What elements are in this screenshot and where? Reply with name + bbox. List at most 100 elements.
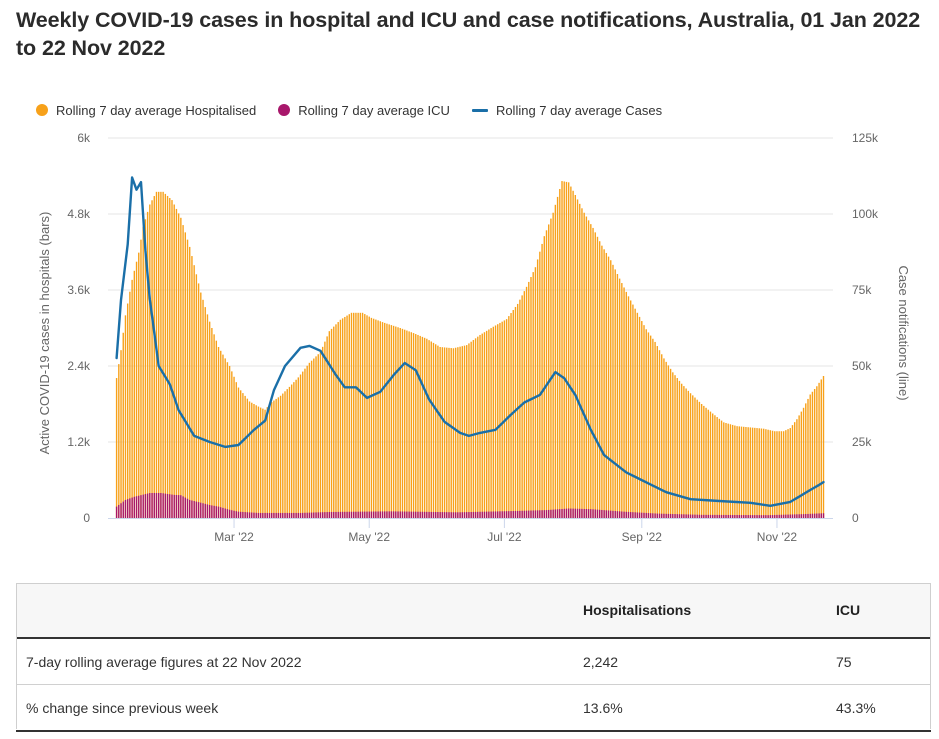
hospitalised-bar[interactable] [295, 379, 297, 518]
hospitalised-bar[interactable] [208, 321, 211, 518]
icu-bar[interactable] [357, 511, 359, 518]
icu-bar[interactable] [337, 511, 339, 518]
hospitalised-bar[interactable] [680, 383, 683, 518]
icu-bar[interactable] [625, 511, 627, 518]
icu-bar[interactable] [279, 512, 282, 518]
hospitalised-bar[interactable] [523, 291, 526, 518]
icu-bar[interactable] [479, 511, 481, 518]
icu-bar[interactable] [317, 512, 319, 518]
icu-bar[interactable] [295, 512, 297, 518]
icu-bar[interactable] [397, 511, 399, 518]
hospitalised-bar[interactable] [625, 291, 627, 518]
hospitalised-bar[interactable] [273, 400, 275, 518]
hospitalised-bar[interactable] [344, 316, 346, 518]
hospitalised-bar[interactable] [211, 328, 213, 518]
hospitalised-bar[interactable] [638, 316, 641, 518]
icu-bar[interactable] [729, 514, 732, 518]
hospitalised-bar[interactable] [355, 312, 357, 518]
hospitalised-bar[interactable] [317, 354, 319, 518]
hospitalised-bar[interactable] [346, 315, 348, 518]
icu-bar[interactable] [129, 498, 131, 518]
hospitalised-bar[interactable] [268, 404, 271, 518]
icu-bar[interactable] [417, 511, 419, 518]
hospitalised-bar[interactable] [658, 350, 661, 518]
icu-bar[interactable] [485, 511, 488, 518]
hospitalised-bar[interactable] [499, 322, 501, 518]
icu-bar[interactable] [663, 513, 665, 518]
icu-bar[interactable] [412, 511, 415, 518]
icu-bar[interactable] [548, 509, 550, 518]
hospitalised-bar[interactable] [353, 312, 355, 518]
hospitalised-bar[interactable] [197, 283, 200, 518]
icu-bar[interactable] [359, 511, 362, 518]
hospitalised-bar[interactable] [315, 356, 317, 518]
icu-bar[interactable] [463, 512, 466, 518]
icu-bar[interactable] [743, 515, 745, 518]
icu-bar[interactable] [816, 513, 818, 518]
hospitalised-bar[interactable] [749, 427, 752, 518]
icu-bar[interactable] [372, 511, 375, 518]
icu-bar[interactable] [614, 510, 616, 518]
icu-bar[interactable] [124, 499, 127, 518]
hospitalised-bar[interactable] [410, 332, 413, 518]
hospitalised-bar[interactable] [169, 198, 171, 518]
icu-bar[interactable] [313, 512, 315, 518]
hospitalised-bar[interactable] [166, 195, 169, 518]
hospitalised-bar[interactable] [341, 318, 344, 518]
icu-bar[interactable] [131, 497, 133, 518]
icu-bar[interactable] [401, 511, 404, 518]
hospitalised-bar[interactable] [328, 331, 331, 518]
hospitalised-bar[interactable] [745, 427, 747, 518]
hospitalised-bar[interactable] [213, 334, 215, 518]
hospitalised-bar[interactable] [175, 208, 178, 518]
icu-bar[interactable] [446, 512, 448, 518]
icu-bar[interactable] [448, 512, 450, 518]
hospitalised-bar[interactable] [665, 361, 667, 518]
hospitalised-bar[interactable] [466, 345, 468, 518]
icu-bar[interactable] [643, 512, 645, 518]
icu-bar[interactable] [435, 511, 437, 518]
icu-bar[interactable] [326, 512, 328, 518]
icu-bar[interactable] [550, 509, 552, 518]
hospitalised-bar[interactable] [592, 227, 594, 518]
cases-line[interactable] [115, 176, 825, 507]
icu-bar[interactable] [570, 508, 572, 518]
icu-bar[interactable] [543, 510, 545, 518]
hospitalised-bar[interactable] [813, 389, 816, 518]
hospitalised-bar[interactable] [290, 384, 293, 518]
hospitalised-bar[interactable] [350, 312, 353, 518]
icu-bar[interactable] [118, 504, 120, 518]
icu-bar[interactable] [470, 511, 472, 518]
icu-bar[interactable] [186, 498, 189, 518]
hospitalised-bar[interactable] [703, 405, 705, 518]
icu-bar[interactable] [556, 509, 559, 518]
hospitalised-bar[interactable] [419, 335, 421, 518]
hospitalised-bar[interactable] [700, 404, 703, 518]
hospitalised-bar[interactable] [390, 325, 393, 518]
icu-bar[interactable] [601, 509, 603, 518]
hospitalised-bar[interactable] [789, 428, 791, 518]
hospitalised-bar[interactable] [723, 422, 725, 518]
hospitalised-bar[interactable] [435, 344, 437, 518]
hospitalised-bar[interactable] [364, 314, 366, 518]
icu-bar[interactable] [122, 501, 124, 518]
hospitalised-bar[interactable] [293, 382, 295, 518]
icu-bar[interactable] [782, 514, 785, 518]
hospitalised-bar[interactable] [450, 348, 452, 518]
hospitalised-bar[interactable] [131, 279, 133, 518]
icu-bar[interactable] [282, 512, 284, 518]
hospitalised-bar[interactable] [452, 348, 455, 518]
hospitalised-bar[interactable] [262, 408, 264, 518]
icu-bar[interactable] [610, 510, 612, 518]
icu-bar[interactable] [184, 497, 186, 518]
icu-bar[interactable] [652, 513, 654, 518]
hospitalised-bar[interactable] [601, 245, 603, 518]
hospitalised-bar[interactable] [807, 398, 809, 518]
icu-bar[interactable] [516, 510, 519, 518]
icu-bar[interactable] [239, 511, 242, 518]
icu-bar[interactable] [370, 511, 373, 518]
icu-bar[interactable] [523, 510, 526, 518]
icu-bar[interactable] [468, 512, 470, 518]
hospitalised-bar[interactable] [228, 366, 231, 518]
icu-bar[interactable] [126, 499, 129, 518]
